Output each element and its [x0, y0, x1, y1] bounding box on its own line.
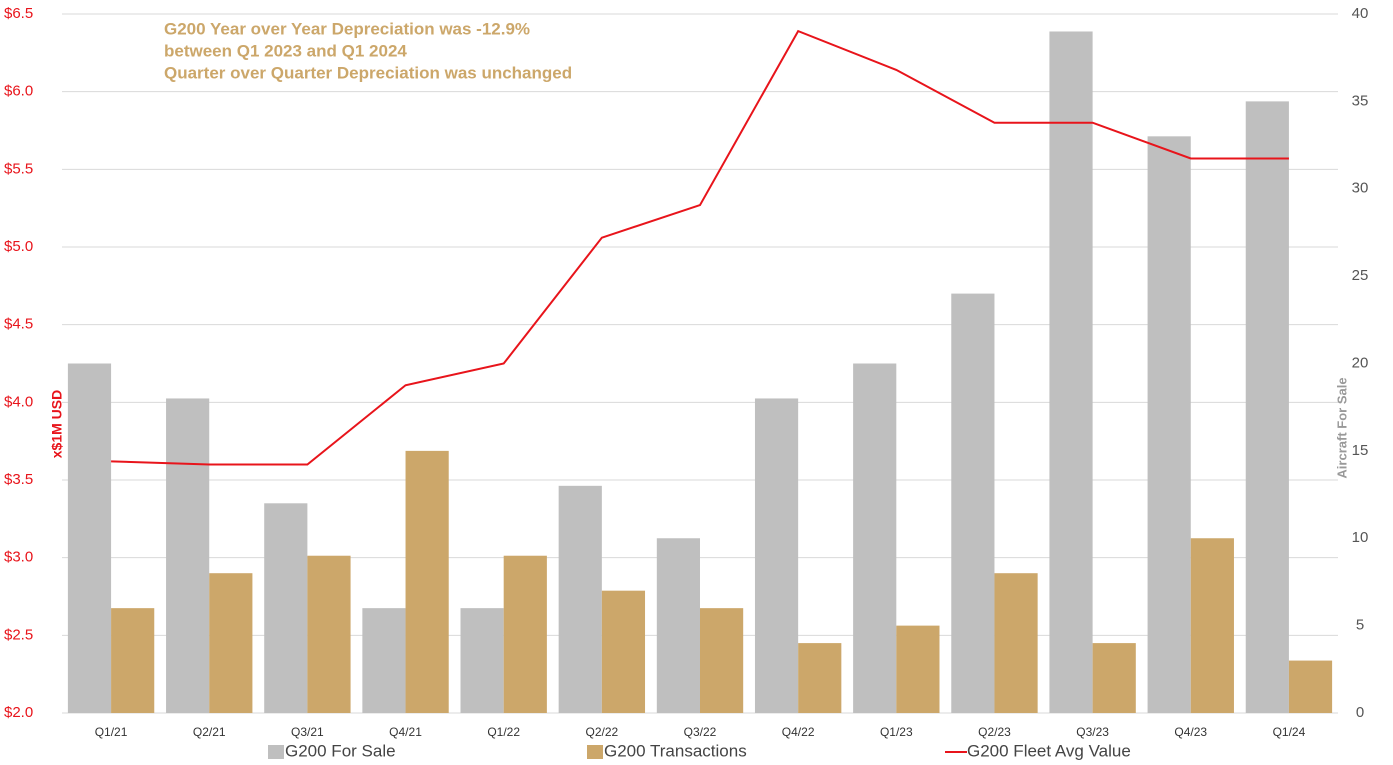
- bar: [1092, 643, 1136, 713]
- y2-tick-label: 20: [1352, 354, 1369, 371]
- bar: [601, 590, 646, 713]
- bar: [503, 555, 547, 713]
- x-tick-label: Q4/21: [389, 725, 422, 739]
- y2-tick-label: 35: [1352, 92, 1369, 109]
- bar: [853, 363, 897, 713]
- bar: [1190, 538, 1234, 713]
- y-tick-label: $5.0: [4, 238, 33, 255]
- legend-label: G200 For Sale: [285, 741, 396, 760]
- y-tick-label: $5.5: [4, 160, 33, 177]
- y-tick-label: $4.0: [4, 393, 33, 410]
- bar: [362, 608, 406, 713]
- bar: [896, 625, 940, 713]
- x-tick-label: Q4/23: [1174, 725, 1207, 739]
- y2-tick-label: 30: [1352, 180, 1369, 197]
- annotation: Quarter over Quarter Depreciation was un…: [164, 63, 572, 82]
- x-tick-label: Q2/22: [585, 725, 618, 739]
- x-tick-label: Q3/23: [1076, 725, 1109, 739]
- y-tick-label: $3.5: [4, 471, 33, 488]
- bar: [1147, 136, 1191, 713]
- x-tick-label: Q3/21: [291, 725, 324, 739]
- x-tick-label: Q2/21: [193, 725, 226, 739]
- y2-tick-label: 0: [1356, 704, 1364, 721]
- bar: [951, 293, 995, 713]
- y-tick-label: $2.5: [4, 626, 33, 643]
- bar: [307, 555, 351, 713]
- bar: [558, 485, 602, 713]
- bar: [67, 363, 112, 713]
- annotation: G200 Year over Year Depreciation was -12…: [164, 19, 530, 38]
- y-tick-label: $6.0: [4, 83, 33, 100]
- y-tick-label: $3.0: [4, 549, 33, 566]
- y-tick-label: $4.5: [4, 316, 33, 333]
- legend-label: G200 Fleet Avg Value: [967, 741, 1131, 760]
- bar: [798, 643, 842, 713]
- y-tick-label: $6.5: [4, 5, 33, 22]
- legend-swatch: [587, 745, 603, 759]
- x-tick-label: Q4/22: [782, 725, 815, 739]
- bar: [460, 608, 504, 713]
- bar: [166, 398, 210, 713]
- y2-tick-label: 10: [1352, 529, 1369, 546]
- bar: [405, 450, 449, 713]
- line: [111, 29, 1289, 466]
- y2-tick-label: 40: [1352, 5, 1369, 22]
- annotation: between Q1 2023 and Q1 2024: [164, 41, 407, 60]
- bar: [1288, 660, 1333, 713]
- bar: [1049, 31, 1093, 714]
- x-tick-label: Q1/23: [880, 725, 913, 739]
- y-axis-title: x$1M USD: [49, 390, 65, 458]
- bar: [209, 573, 253, 713]
- bar: [656, 538, 700, 713]
- bar: [264, 503, 308, 713]
- legend-swatch: [268, 745, 284, 759]
- x-tick-label: Q3/22: [684, 725, 717, 739]
- y2-axis-title: Aircraft For Sale: [1334, 377, 1349, 478]
- bar: [1245, 101, 1289, 713]
- bar: [700, 608, 744, 713]
- y2-tick-label: 15: [1352, 442, 1369, 459]
- legend-label: G200 Transactions: [604, 741, 747, 760]
- x-tick-label: Q1/24: [1273, 725, 1306, 739]
- y2-tick-label: 5: [1356, 617, 1364, 634]
- x-tick-label: Q2/23: [978, 725, 1011, 739]
- y-tick-label: $2.0: [4, 704, 33, 721]
- y2-tick-label: 25: [1352, 267, 1369, 284]
- x-tick-label: Q1/21: [95, 725, 128, 739]
- x-tick-label: Q1/22: [487, 725, 520, 739]
- bar: [994, 573, 1038, 713]
- bar: [111, 608, 155, 713]
- bar: [754, 398, 799, 713]
